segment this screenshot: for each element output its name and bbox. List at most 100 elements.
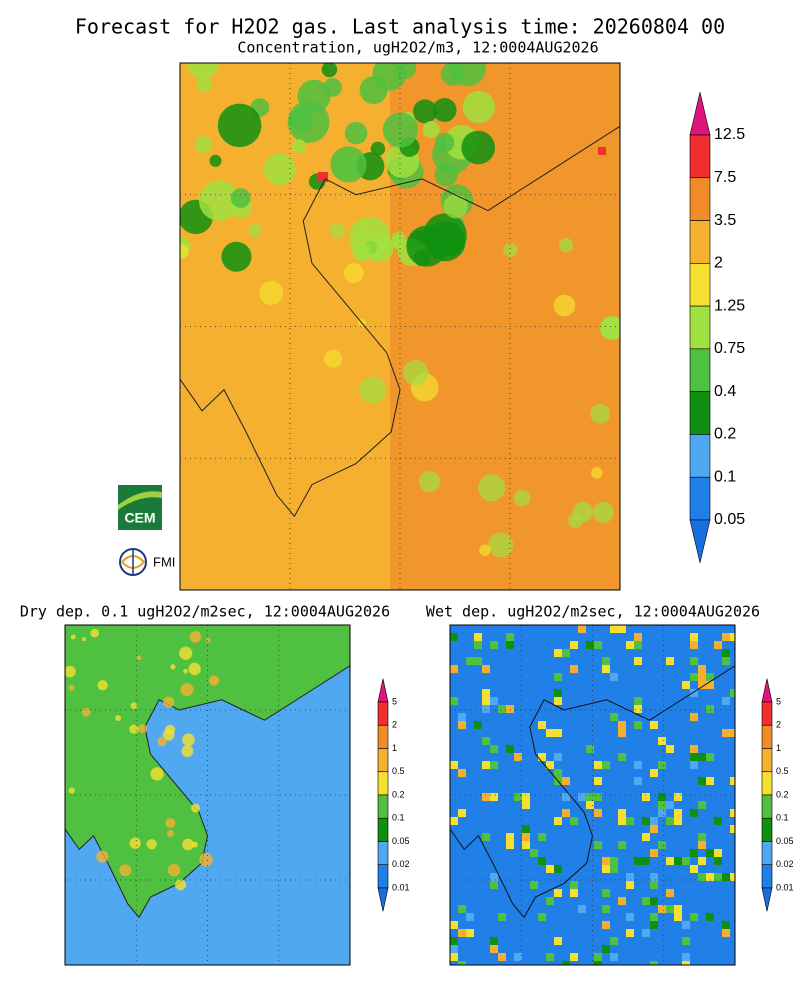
map-patch bbox=[490, 873, 498, 881]
colorbar-label: 12.5 bbox=[714, 126, 745, 143]
colorbar-cap bbox=[761, 678, 773, 703]
map-patch bbox=[554, 649, 562, 657]
map-patch bbox=[558, 238, 574, 253]
map-patch bbox=[690, 633, 698, 641]
map-patch bbox=[690, 913, 698, 921]
map-patch bbox=[119, 864, 132, 877]
colorbar-segment bbox=[689, 220, 711, 264]
map-patch bbox=[626, 641, 634, 649]
map-patch bbox=[594, 761, 602, 769]
map-patch bbox=[546, 865, 554, 873]
map-patch bbox=[602, 857, 610, 865]
map-patch bbox=[482, 793, 490, 801]
colorbar-segment bbox=[761, 794, 773, 819]
map-patch bbox=[506, 705, 514, 713]
map-patch bbox=[706, 913, 714, 921]
map-patch bbox=[490, 881, 498, 889]
map-patch bbox=[562, 793, 570, 801]
map-patch bbox=[546, 953, 554, 961]
map-patch bbox=[690, 849, 698, 857]
map-patch bbox=[167, 829, 174, 837]
colorbar-segment bbox=[761, 771, 773, 796]
map-patch bbox=[594, 961, 602, 965]
map-patch bbox=[594, 777, 602, 785]
map-patch bbox=[698, 753, 706, 761]
map-patch bbox=[682, 937, 690, 945]
map-patch bbox=[666, 745, 674, 753]
map-patch bbox=[488, 532, 514, 558]
map-patch bbox=[578, 625, 586, 633]
map-patch bbox=[382, 112, 419, 148]
colorbar-cap bbox=[761, 887, 773, 912]
map-patch bbox=[443, 194, 468, 219]
map-patch bbox=[248, 223, 262, 238]
map-patch bbox=[462, 90, 495, 124]
map-patch bbox=[413, 249, 431, 267]
map-patch bbox=[610, 673, 618, 681]
map-patch bbox=[682, 681, 690, 689]
map-patch bbox=[690, 809, 698, 817]
map-patch bbox=[413, 99, 438, 124]
map-patch bbox=[189, 631, 202, 643]
map-patch bbox=[706, 777, 714, 785]
map-patch bbox=[538, 913, 546, 921]
map-patch bbox=[81, 707, 91, 717]
map-patch bbox=[682, 961, 690, 965]
map-patch bbox=[466, 657, 474, 665]
map-patch bbox=[594, 809, 602, 817]
map-patch bbox=[180, 683, 194, 697]
map-patch bbox=[164, 724, 176, 735]
map-patch bbox=[498, 953, 506, 961]
map-patch bbox=[642, 857, 650, 865]
map-patch bbox=[450, 633, 458, 641]
colorbar-segment bbox=[377, 771, 389, 796]
map-patch bbox=[96, 850, 109, 863]
colorbar-segment bbox=[761, 701, 773, 726]
map-patch bbox=[474, 721, 482, 729]
map-patch bbox=[318, 172, 328, 182]
colorbar-segment bbox=[689, 305, 711, 350]
wet-map bbox=[450, 625, 735, 965]
map-patch bbox=[658, 793, 666, 801]
fmi-logo: FMI bbox=[119, 548, 175, 576]
colorbar-segment bbox=[761, 724, 773, 749]
map-patch bbox=[610, 937, 618, 945]
map-patch bbox=[592, 501, 615, 523]
map-patch bbox=[474, 633, 482, 641]
map-patch bbox=[506, 833, 514, 841]
map-patch bbox=[634, 697, 642, 705]
colorbar-label: 0.05 bbox=[776, 836, 794, 846]
map-patch bbox=[482, 833, 490, 841]
map-patch bbox=[191, 841, 198, 848]
map-patch bbox=[458, 809, 466, 817]
map-patch bbox=[586, 745, 594, 753]
map-patch bbox=[554, 673, 562, 681]
map-patch bbox=[359, 76, 388, 105]
map-patch bbox=[150, 767, 164, 781]
map-patch bbox=[490, 641, 498, 649]
map-patch bbox=[594, 793, 602, 801]
map-patch bbox=[690, 641, 698, 649]
map-patch bbox=[602, 905, 610, 913]
map-patch bbox=[722, 697, 730, 705]
map-patch bbox=[482, 689, 490, 697]
map-patch bbox=[478, 474, 506, 502]
map-patch bbox=[434, 163, 458, 187]
coastline bbox=[450, 625, 735, 919]
map-patch bbox=[618, 897, 626, 905]
map-patch bbox=[230, 188, 251, 208]
map-patch bbox=[194, 135, 212, 153]
map-patch bbox=[690, 745, 698, 753]
map-patch bbox=[722, 657, 730, 665]
map-patch bbox=[514, 753, 522, 761]
map-patch bbox=[618, 729, 626, 737]
map-patch bbox=[626, 881, 634, 889]
map-patch bbox=[650, 825, 658, 833]
map-patch bbox=[359, 376, 387, 404]
map-patch bbox=[175, 879, 187, 891]
map-patch bbox=[343, 263, 364, 284]
panel-title: Dry dep. 0.1 ugH2O2/m2sec, 12:0004AUG202… bbox=[20, 603, 390, 621]
map-patch bbox=[70, 634, 76, 640]
map-patch bbox=[514, 953, 522, 961]
map-patch bbox=[634, 641, 642, 649]
